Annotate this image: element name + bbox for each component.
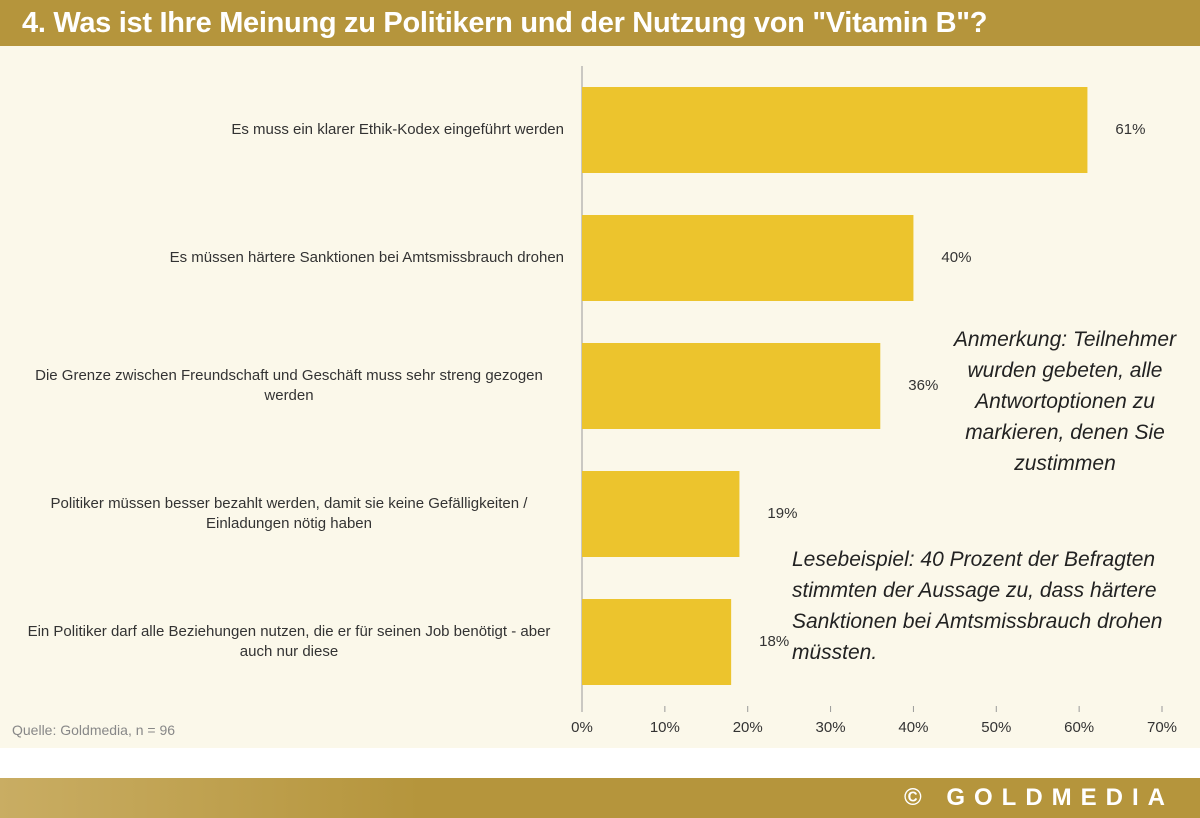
category-label-box: Es müssen härtere Sanktionen bei Amtsmis… bbox=[4, 215, 564, 301]
bar bbox=[582, 599, 732, 685]
y-tick-label: Es müssen härtere Sanktionen bei Amtsmis… bbox=[169, 249, 564, 266]
y-tick-label: Es muss ein klarer Ethik-Kodex eingeführ… bbox=[231, 121, 564, 138]
category-label-box: Die Grenze zwischen Freundschaft und Ges… bbox=[4, 343, 564, 429]
brand: © GOLDMEDIA bbox=[903, 784, 1174, 811]
bar bbox=[582, 343, 881, 429]
x-tick-label: 40% bbox=[898, 719, 928, 736]
x-tick-label: 50% bbox=[981, 719, 1011, 736]
bar bbox=[582, 87, 1088, 173]
bar bbox=[582, 215, 914, 301]
x-tick-label: 70% bbox=[1147, 719, 1177, 736]
footer bbox=[0, 778, 1200, 818]
value-label: 19% bbox=[767, 505, 797, 522]
category-label-box: Es muss ein klarer Ethik-Kodex eingeführ… bbox=[4, 87, 564, 173]
y-tick-label: Ein Politiker darf alle Beziehungen nutz… bbox=[27, 623, 551, 660]
y-tick-label: Die Grenze zwischen Freundschaft und Ges… bbox=[35, 367, 543, 404]
annotation: Anmerkung: Teilnehmer wurden gebeten, al… bbox=[953, 328, 1177, 475]
bar bbox=[582, 471, 740, 557]
band bbox=[0, 748, 1200, 778]
x-tick-label: 0% bbox=[571, 719, 593, 736]
x-tick-label: 30% bbox=[816, 719, 846, 736]
value-label: 36% bbox=[908, 377, 938, 394]
annotation: Lesebeispiel: 40 Prozent der Befragten s… bbox=[792, 548, 1163, 664]
category-label-box: Ein Politiker darf alle Beziehungen nutz… bbox=[4, 599, 564, 685]
value-label: 18% bbox=[759, 633, 789, 650]
value-label: 61% bbox=[1115, 121, 1145, 138]
value-label: 40% bbox=[941, 249, 971, 266]
y-tick-label: Politiker müssen besser bezahlt werden, … bbox=[50, 495, 528, 532]
x-tick-label: 10% bbox=[650, 719, 680, 736]
source: Quelle: Goldmedia, n = 96 bbox=[12, 722, 176, 738]
x-tick-label: 20% bbox=[733, 719, 763, 736]
title-bar bbox=[0, 0, 1200, 46]
x-tick-label: 60% bbox=[1064, 719, 1094, 736]
category-label-box: Politiker müssen besser bezahlt werden, … bbox=[4, 471, 564, 557]
chart-title: 4. Was ist Ihre Meinung zu Politikern un… bbox=[22, 7, 988, 39]
